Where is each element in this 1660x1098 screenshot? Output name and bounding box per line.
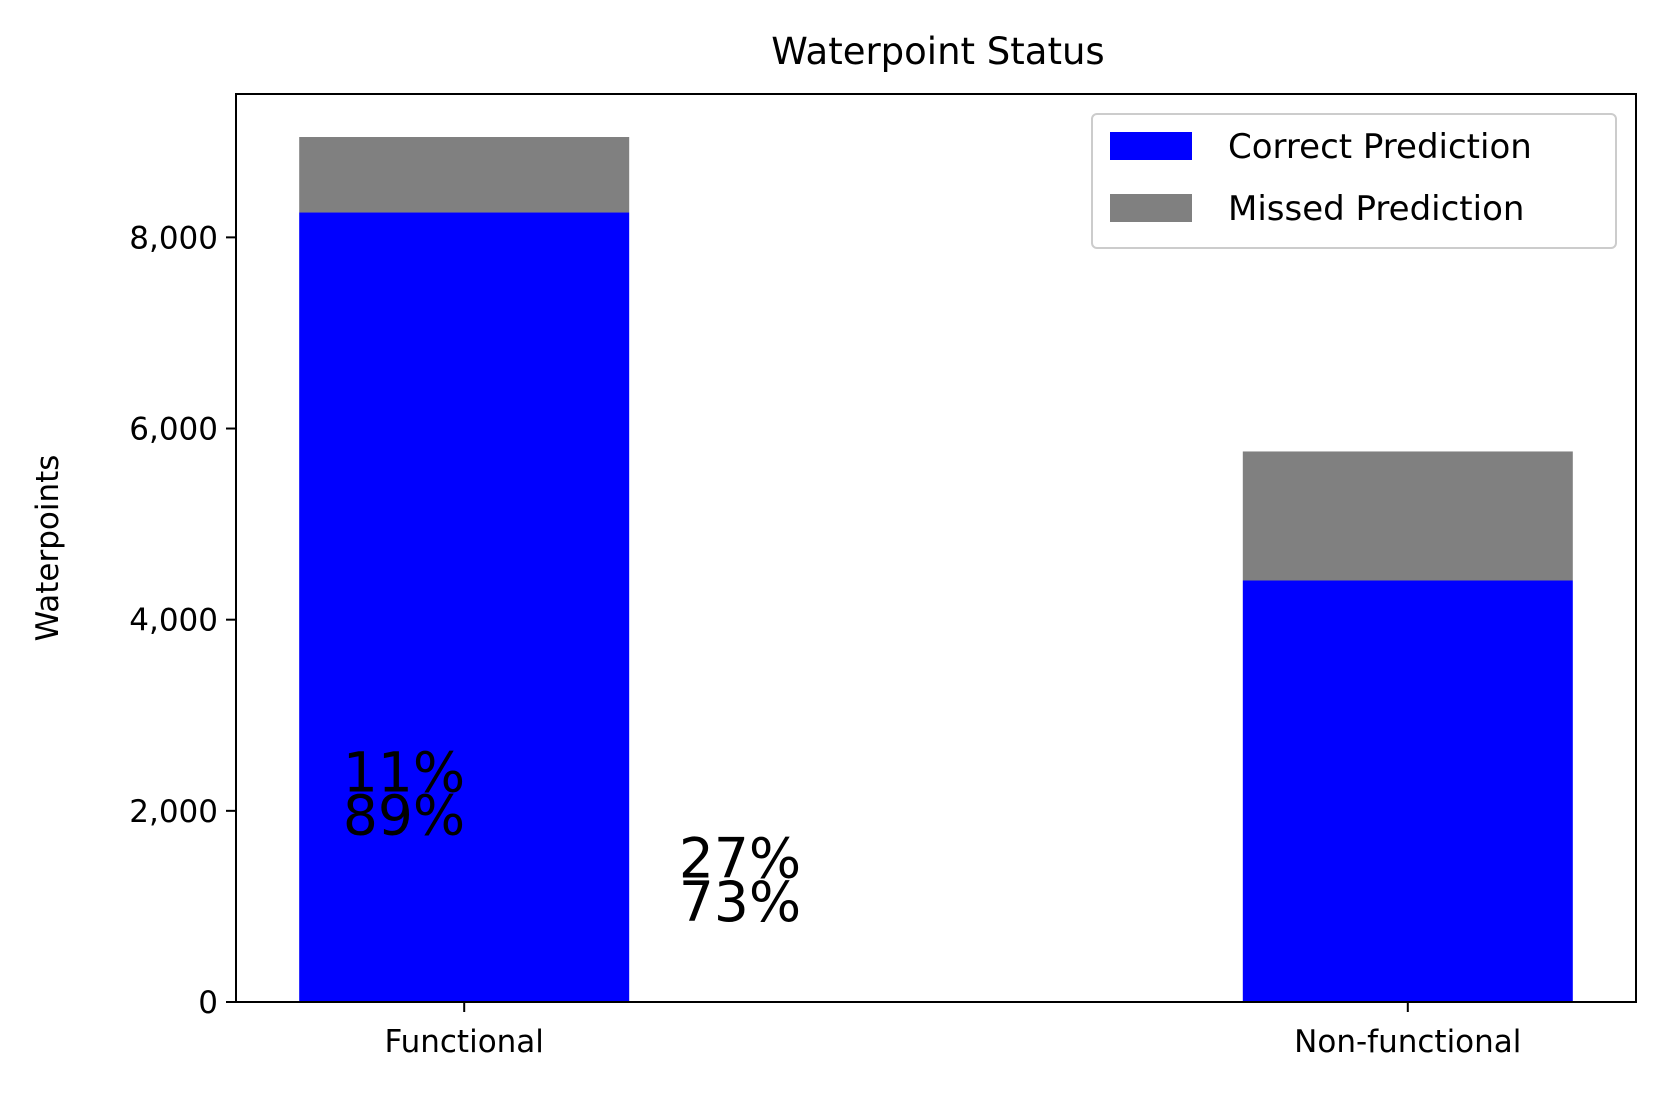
bar-missed-functional	[299, 137, 630, 213]
bars-layer	[299, 137, 1573, 1003]
legend: Correct Prediction Missed Prediction	[1091, 113, 1617, 249]
chart-title: Waterpoint Status	[771, 30, 1104, 73]
annotations-layer: 11%89% 27%73%	[343, 741, 801, 934]
percent-annotation: 73%	[679, 870, 801, 934]
y-tick-label: 0	[198, 985, 218, 1021]
y-tick-label: 4,000	[129, 603, 218, 639]
percent-annotation: 89%	[343, 784, 465, 848]
legend-label: Missed Prediction	[1228, 189, 1524, 229]
y-tick-label: 8,000	[129, 220, 218, 256]
legend-label: Correct Prediction	[1228, 127, 1532, 167]
y-tick-label: 2,000	[129, 794, 218, 830]
bar-correct-functional	[299, 212, 630, 1003]
plot-frame	[235, 93, 1637, 1003]
y-tick-label: 6,000	[129, 412, 218, 448]
legend-swatch	[1110, 132, 1192, 160]
percent-annotation: 11%	[343, 741, 465, 805]
percent-annotation: 27%	[679, 827, 801, 891]
x-tick-label: Functional	[384, 1024, 543, 1060]
y-axis-title: Waterpoints	[30, 455, 66, 642]
y-axis: 0 2,000 4,000 6,000 8,000	[129, 220, 236, 1021]
x-axis: Functional Non-functional	[384, 1002, 1521, 1060]
legend-box	[1091, 113, 1617, 249]
legend-swatch	[1110, 194, 1192, 222]
bar-missed-non-functional	[1242, 451, 1573, 581]
bar-correct-non-functional	[1242, 580, 1573, 1002]
x-tick-label: Non-functional	[1294, 1024, 1521, 1060]
